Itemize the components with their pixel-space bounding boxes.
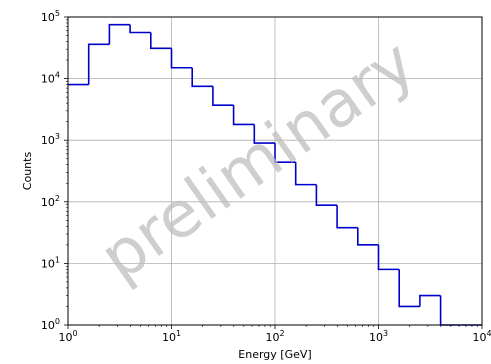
histogram-series xyxy=(68,23,482,326)
histogram-bin xyxy=(336,205,358,229)
histogram-bin xyxy=(87,43,110,85)
histogram-bin xyxy=(150,32,172,50)
histogram-bin xyxy=(398,269,420,308)
histogram-bin xyxy=(274,143,296,163)
x-tick-label: 100 xyxy=(58,329,77,344)
histogram-bin xyxy=(191,67,213,88)
histogram-bin xyxy=(315,184,338,207)
watermark-text: preliminary xyxy=(87,26,428,296)
x-tick-label: 104 xyxy=(472,329,491,344)
histogram-bin xyxy=(419,294,441,307)
histogram-bin xyxy=(294,162,317,186)
y-tick-label: 103 xyxy=(41,132,60,147)
x-axis-label: Energy [GeV] xyxy=(238,348,311,361)
x-tick-label: 103 xyxy=(369,329,388,344)
y-axis-label: Counts xyxy=(21,152,34,191)
histogram-bin xyxy=(357,227,379,246)
y-tick-label: 105 xyxy=(41,9,60,24)
y-tick-label: 101 xyxy=(41,255,60,270)
histogram-bin xyxy=(212,86,234,106)
y-tick-label: 100 xyxy=(41,317,60,332)
histogram-bin xyxy=(439,295,462,326)
histogram-bin xyxy=(108,23,131,45)
histogram-bin xyxy=(129,24,151,34)
y-tick-label: 104 xyxy=(41,71,60,86)
histogram-bin xyxy=(232,105,255,126)
x-tick-label: 101 xyxy=(162,329,181,344)
axis-ticks: 100 101 102 103 104 100 101 102 103 104 105 xyxy=(41,9,491,344)
y-tick-label: 102 xyxy=(41,194,60,209)
histogram-bin xyxy=(170,48,193,69)
histogram-bin xyxy=(377,244,400,271)
histogram-bin xyxy=(253,124,275,144)
x-tick-label: 102 xyxy=(265,329,284,344)
